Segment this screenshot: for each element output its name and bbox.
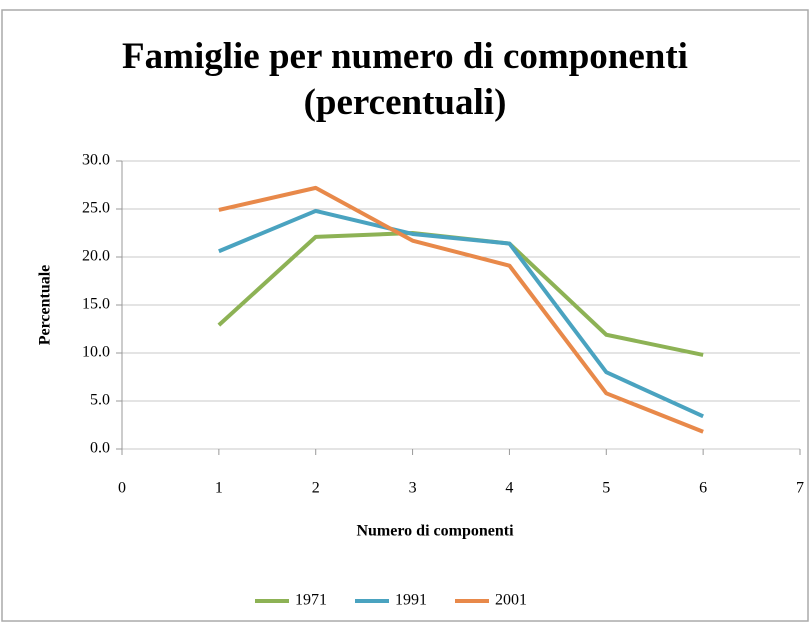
y-tick-label: 0.0 — [90, 440, 110, 457]
x-axis-label: Numero di componenti — [356, 523, 514, 540]
y-tick-label: 5.0 — [90, 392, 110, 409]
chart-title: Famiglie per numero di componenti (perce… — [122, 36, 688, 123]
x-tick-label: 5 — [602, 480, 610, 497]
x-tick-label: 6 — [699, 480, 707, 497]
legend-label: 2001 — [495, 592, 527, 609]
line-series — [218, 185, 704, 434]
y-axis-label: Percentuale — [37, 265, 54, 346]
legend-label: 1991 — [395, 592, 427, 609]
x-tick-label: 7 — [796, 480, 804, 497]
y-tick-label: 10.0 — [82, 344, 110, 361]
x-tick-label: 0 — [118, 480, 126, 497]
line-series — [218, 208, 704, 419]
x-tick-label: 1 — [215, 480, 223, 497]
y-tick-label: 20.0 — [82, 248, 110, 265]
x-tick-label: 2 — [312, 480, 320, 497]
legend-label: 1971 — [295, 592, 327, 609]
chart-frame — [1, 9, 809, 622]
y-tick-label: 25.0 — [82, 200, 110, 217]
y-tick-label: 30.0 — [82, 152, 110, 169]
x-tick-label: 3 — [409, 480, 417, 497]
y-tick-label: 15.0 — [82, 296, 110, 313]
x-tick-label: 4 — [505, 480, 513, 497]
